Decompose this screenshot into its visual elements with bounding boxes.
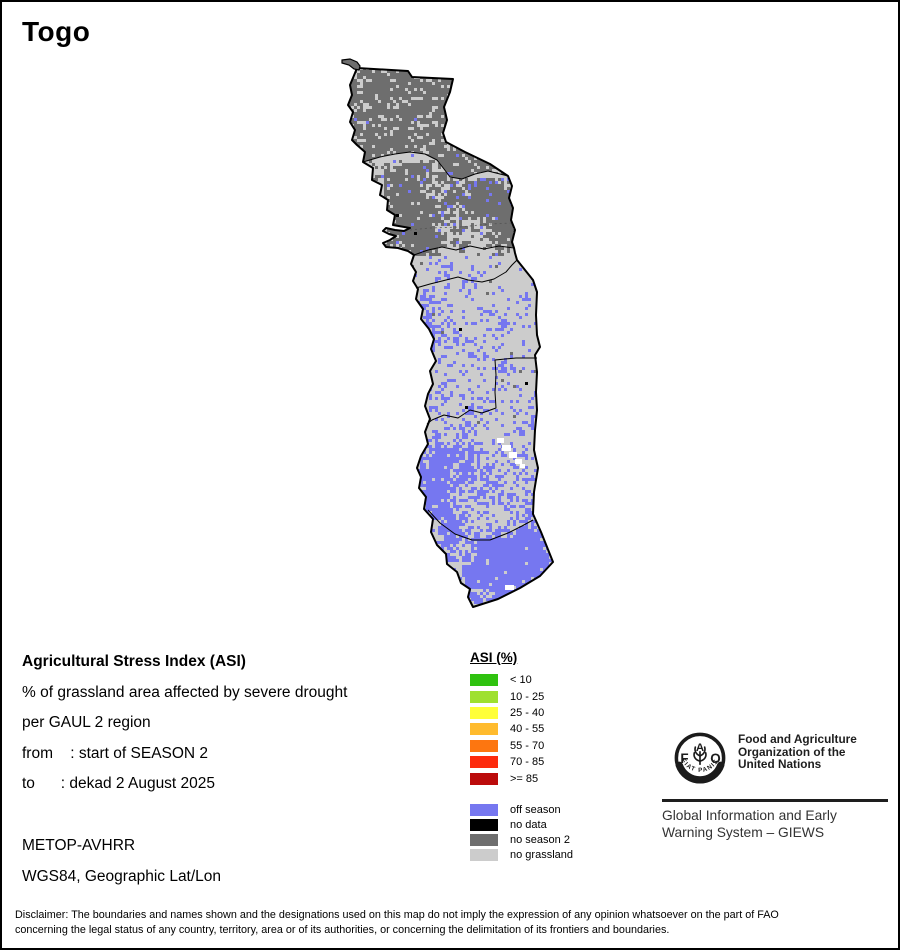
legend-row-other: no grassland: [470, 848, 573, 863]
legend-swatch: [470, 739, 498, 752]
legend-swatch: [470, 804, 498, 817]
legend-label: 70 - 85: [510, 756, 545, 769]
page-title: Togo: [22, 16, 91, 47]
legend-row-other: no season 2: [470, 833, 573, 848]
legend-row-asi: < 10: [470, 672, 573, 688]
asi-subtitle: % of grassland area affected by severe d…: [22, 683, 348, 701]
legend-title: ASI (%): [470, 650, 518, 665]
boundary-plateaux-maritime: [427, 509, 534, 541]
legend-swatch: [470, 723, 498, 736]
giews-caption: Global Information and Early Warning Sys…: [662, 808, 837, 841]
legend-row-other: off season: [470, 803, 573, 818]
projection-line: WGS84, Geographic Lat/Lon: [22, 867, 222, 885]
legend-label: < 10: [510, 674, 532, 687]
boundary-savanes-kara: [362, 151, 509, 180]
asi-heading: Agricultural Stress Index (ASI): [22, 653, 246, 670]
disclaimer-line: concerning the legal status of any count…: [15, 924, 670, 936]
legend-swatch: [470, 772, 498, 785]
legend-swatch: [470, 756, 498, 769]
legend-label: 10 - 25: [510, 690, 545, 703]
giews-line: Warning System – GIEWS: [662, 824, 825, 840]
legend-swatch: [470, 849, 498, 862]
northwest-hook: [341, 58, 361, 71]
country-outline: [347, 67, 554, 608]
legend-label: 25 - 40: [510, 706, 545, 719]
legend-row-asi: 40 - 55: [470, 721, 573, 737]
disclaimer-text: Disclaimer: The boundaries and names sho…: [15, 908, 875, 938]
legend-label: no season 2: [510, 834, 570, 847]
boundary-dashed: [399, 222, 513, 232]
fao-org-name: Food and Agriculture Organization of the…: [738, 733, 857, 771]
legend-label: off season: [510, 804, 561, 817]
legend-row-asi: 25 - 40: [470, 705, 573, 721]
legend-swatch: [470, 706, 498, 719]
from-line: from : start of SEASON 2: [22, 744, 209, 762]
legend-row-asi: 55 - 70: [470, 738, 573, 754]
legend-row-other: no data: [470, 818, 573, 833]
legend: ASI (%) < 10 10 - 25 25 - 40 40 - 55 55 - 70…: [470, 650, 573, 863]
legend-swatch: [470, 834, 498, 847]
legend-row-asi: >= 85: [470, 770, 573, 786]
sensor-line: METOP-AVHRR: [22, 837, 136, 854]
legend-swatch: [470, 674, 498, 687]
fao-org-line: Organization of the: [738, 744, 846, 759]
svg-text:O: O: [710, 751, 720, 766]
legend-row-asi: 10 - 25: [470, 688, 573, 704]
legend-label: >= 85: [510, 772, 539, 785]
legend-row-asi: 70 - 85: [470, 754, 573, 770]
legend-label: 55 - 70: [510, 739, 545, 752]
source-block: METOP-AVHRR WGS84, Geographic Lat/Lon: [22, 831, 221, 892]
togo-map: [341, 58, 554, 608]
boundary-centrale-north: [415, 259, 518, 289]
legend-swatch: [470, 819, 498, 832]
legend-label: no grassland: [510, 849, 573, 862]
giews-line: Global Information and Early: [662, 808, 837, 823]
fao-org-line: Food and Agriculture: [738, 732, 857, 746]
legend-label: 40 - 55: [510, 723, 545, 736]
boundary-kara-south: [413, 245, 515, 256]
legend-other-rows: off season no data no season 2 no grassland: [470, 803, 573, 863]
legend-swatch: [470, 690, 498, 703]
svg-text:A: A: [696, 742, 704, 754]
disclaimer-line: Disclaimer: The boundaries and names sho…: [15, 909, 779, 921]
fao-separator-line: [662, 799, 888, 802]
gaul-region-line: per GAUL 2 region: [22, 714, 151, 731]
legend-label: no data: [510, 819, 547, 832]
fao-logo-icon: FIAT PANIS F O A: [674, 732, 726, 784]
admin-boundaries: [362, 151, 537, 541]
to-line: to : dekad 2 August 2025: [22, 775, 216, 792]
boundary-centrale-plateaux: [426, 357, 537, 425]
fao-org-line: United Nations: [738, 757, 822, 772]
svg-text:F: F: [680, 751, 688, 766]
legend-asi-rows: < 10 10 - 25 25 - 40 40 - 55 55 - 70 70 - 85 >…: [470, 672, 573, 787]
map-description-block: Agricultural Stress Index (ASI) % of gra…: [22, 647, 347, 800]
